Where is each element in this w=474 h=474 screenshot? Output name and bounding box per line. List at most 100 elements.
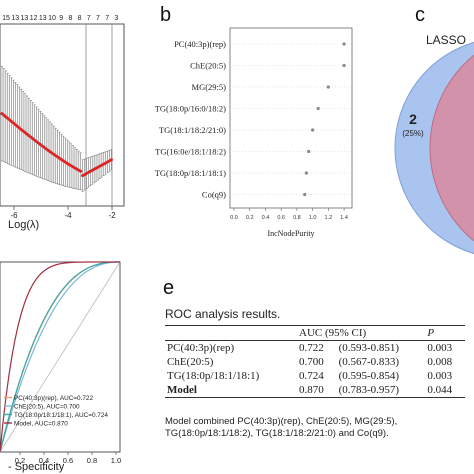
plot-frame [0, 261, 121, 453]
row-name: PC(40:3p)(rep) [167, 342, 235, 354]
header-blank [165, 326, 297, 341]
legend-label: TG(18:0p/18:1/18:1), AUC=0.724 [14, 412, 108, 419]
top-tick-label: 7 [105, 15, 109, 22]
table-title: ROC analysis results. [165, 307, 281, 321]
importance-point [326, 85, 330, 89]
importance-point [303, 192, 307, 197]
importance-point [316, 106, 320, 111]
table-note: Model combined PC(40:3p)(rep), ChE(20:5)… [165, 416, 398, 439]
category-label: ChE(20:5) [190, 61, 226, 71]
x-tick-label: 0.8 [87, 456, 97, 465]
category-label: Co(q9) [202, 190, 226, 200]
header-auc: AUC (95% CI) [299, 327, 367, 339]
lasso-cv-plot: 15 13 13 12 13 10 9 8 8 7 7 7 3 -6 -4 -2 Log(λ) [0, 15, 125, 231]
importance-chart: PC(40:3p)(rep) ChE(20:5) MG(29:5) TG(18:0p/… [155, 27, 353, 238]
category-label: MG(29:5) [192, 82, 227, 92]
importance-point [304, 171, 308, 175]
top-tick-label: 12 [30, 15, 38, 22]
roc-results-table: AUC (95% CI) P PC(40:3p)(rep) 0.722 (0.593… [165, 325, 465, 398]
category-label: TG(18:0p/18:1/18:1) [155, 168, 226, 178]
top-tick-label: 7 [87, 15, 91, 22]
row-auc: 0.724 [299, 370, 324, 382]
top-tick-label: 10 [48, 15, 56, 22]
error-bars [1, 66, 113, 192]
roc-curves [0, 261, 120, 453]
row-p: 0.003 [427, 342, 453, 354]
top-tick-label: 13 [21, 15, 29, 22]
top-tick-label: 8 [78, 15, 82, 22]
row-ci: (0.783-0.957) [338, 384, 400, 396]
x-tick-label: 1.2 [325, 215, 333, 221]
cv-points [0, 112, 113, 178]
roc-curve [0, 261, 120, 453]
rf-circle [429, 54, 474, 242]
plot-frame [0, 23, 125, 207]
legend: PC(40:3p)(rep), AUC=0.722 ChE(20:5), AUC=… [4, 395, 108, 428]
venn-count: 2 [409, 111, 417, 127]
row-name: ChE(20:5) [167, 356, 214, 368]
top-tick-label: 8 [68, 15, 72, 22]
x-tick-label: 0.2 [246, 215, 254, 221]
table-header-row: AUC (95% CI) P [165, 325, 465, 341]
roc-plot: PC(40:3p)(rep), AUC=0.722 ChE(20:5), AUC=… [0, 261, 121, 473]
table-row: Model 0.870 (0.783-0.957) 0.044 [165, 383, 465, 398]
top-tick-label: 3 [114, 15, 118, 22]
row-p: 0.003 [427, 370, 453, 382]
importance-point [307, 149, 311, 154]
row-p: 0.044 [427, 384, 453, 396]
category-label: TG(18:1/18:2/21:0) [159, 125, 226, 135]
row-name: TG(18:0p/18:1/18:1) [167, 370, 260, 382]
x-ticks: 0.2 0.4 0.6 0.8 1.0 [15, 452, 121, 465]
cv-point [79, 169, 83, 173]
x-tick-label: 0.4 [39, 456, 49, 465]
importance-rows: PC(40:3p)(rep) ChE(20:5) MG(29:5) TG(18:0p/… [155, 39, 352, 200]
x-tick-label: 0.6 [277, 215, 285, 221]
x-axis-label: Log(λ) [8, 219, 39, 231]
cv-point [109, 158, 113, 162]
table-row: ChE(20:5) 0.700 (0.567-0.833) 0.008 [165, 355, 465, 369]
venn-diagram: LASSO 2 (25%) [394, 33, 474, 255]
roc-curve [0, 261, 120, 453]
roc-curve [0, 261, 120, 453]
importance-point [342, 63, 346, 68]
category-label: PC(40:3p)(rep) [174, 39, 226, 49]
diagonal-line [0, 261, 121, 453]
panel-label-e: e [163, 277, 175, 299]
x-axis-label: - Specificity [8, 461, 65, 473]
importance-point [342, 42, 346, 46]
x-tick-label: 1.4 [340, 215, 348, 221]
table-row: TG(18:0p/18:1/18:1) 0.724 (0.595-0.854) 0.0… [165, 369, 465, 383]
top-tick-label: 7 [96, 15, 100, 22]
top-tick-label: 13 [39, 15, 47, 22]
legend-label: PC(40:3p)(rep), AUC=0.722 [14, 395, 93, 402]
top-tick-label: 15 [2, 15, 10, 22]
x-tick-label: -6 [10, 211, 18, 220]
x-tick-label: 0.8 [293, 215, 301, 221]
top-ticks: 15 13 13 12 13 10 9 8 8 7 7 7 3 [2, 15, 118, 22]
panel-label-b: b [160, 4, 172, 26]
row-auc: 0.870 [299, 384, 324, 396]
category-label: TG(16:0e/18:1/18:2) [155, 147, 226, 157]
plot-frame [229, 27, 353, 209]
x-tick-label: 0.0 [230, 215, 238, 221]
x-tick-label: -2 [108, 211, 116, 220]
importance-point [311, 128, 315, 132]
category-label: TG(18:0p/16:0/18:2) [155, 104, 226, 114]
panel-label-c: c [415, 4, 425, 26]
row-ci: (0.567-0.833) [338, 356, 400, 368]
x-ticks: -6 -4 -2 [10, 206, 116, 220]
x-tick-label: -4 [64, 211, 72, 220]
venn-percent: (25%) [402, 129, 424, 138]
row-ci: (0.595-0.854) [338, 370, 400, 382]
x-tick-label: 0.2 [15, 456, 25, 465]
row-name: Model [167, 384, 197, 396]
header-p: P [427, 327, 435, 339]
x-tick-label: 1.0 [111, 456, 121, 465]
x-tick-label: 1.0 [309, 215, 317, 221]
legend-label: ChE(20:5), AUC=0.700 [14, 404, 80, 411]
x-tick-label: 0.6 [63, 456, 73, 465]
row-ci: (0.593-0.851) [338, 342, 400, 354]
x-axis-label: IncNodePurity [267, 229, 314, 238]
row-p: 0.008 [427, 356, 453, 368]
row-auc: 0.700 [299, 356, 324, 368]
